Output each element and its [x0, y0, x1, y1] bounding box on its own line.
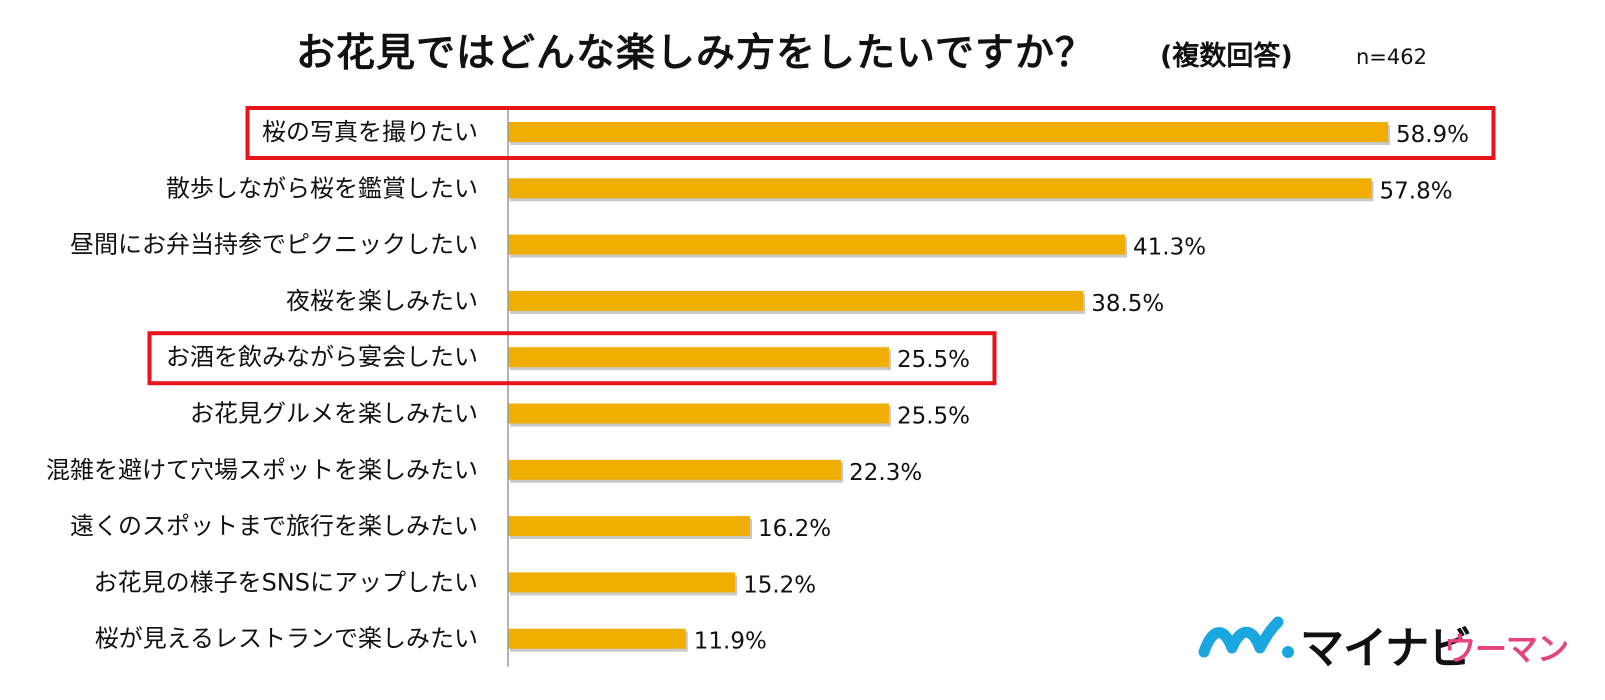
logo-sub-text: ウーマン — [1444, 630, 1569, 668]
category-label: 桜の写真を撮りたい — [262, 118, 478, 146]
bar — [508, 347, 889, 368]
logo-main-text: マイナビ — [1300, 623, 1472, 674]
value-label: 38.5% — [1091, 291, 1164, 317]
value-label: 25.5% — [897, 347, 970, 373]
mynavi-logo-icon — [1198, 616, 1294, 658]
category-label: 桜が見えるレストランで楽しみたい — [95, 625, 478, 653]
category-label: 散歩しながら桜を鑑賞したい — [166, 174, 478, 202]
bar — [508, 122, 1388, 142]
bar — [508, 403, 889, 424]
category-label: 遠くのスポットまで旅行を楽しみたい — [70, 512, 478, 540]
category-label: お花見の様子をSNSにアップしたい — [94, 568, 478, 596]
category-label: 昼間にお弁当持参でピクニックしたい — [70, 231, 478, 259]
bar — [508, 290, 1084, 311]
value-label: 16.2% — [758, 516, 831, 542]
highlight-box — [245, 106, 1496, 160]
value-label: 57.8% — [1380, 178, 1453, 204]
sample-size-label: n=462 — [1356, 45, 1427, 69]
bar — [508, 459, 842, 480]
category-label: お酒を飲みながら宴会したい — [166, 343, 478, 371]
value-label: 41.3% — [1133, 235, 1206, 261]
value-label: 58.9% — [1396, 122, 1469, 148]
bar — [508, 516, 751, 537]
title-text: お花見ではどんな楽しみ方をしたいですか？ — [296, 31, 1095, 76]
bar — [508, 178, 1372, 199]
bar — [508, 234, 1126, 255]
bar — [508, 572, 736, 593]
category-label: 夜桜を楽しみたい — [286, 287, 478, 315]
subtitle-text: (複数回答) — [1160, 41, 1293, 72]
value-label: 25.5% — [897, 404, 970, 430]
chart-title: お花見ではどんな楽しみ方をしたいですか？ (複数回答) n=462 — [0, 22, 1605, 82]
value-label: 11.9% — [694, 629, 767, 655]
highlight-box — [147, 331, 997, 386]
value-label: 15.2% — [743, 572, 816, 598]
bar — [508, 628, 686, 649]
value-label: 22.3% — [849, 460, 922, 486]
category-label: 混雑を避けて穴場スポットを楽しみたい — [46, 456, 478, 484]
mynavi-woman-logo: マイナビ ウーマン — [1198, 608, 1578, 674]
category-label: お花見グルメを楽しみたい — [190, 400, 478, 428]
